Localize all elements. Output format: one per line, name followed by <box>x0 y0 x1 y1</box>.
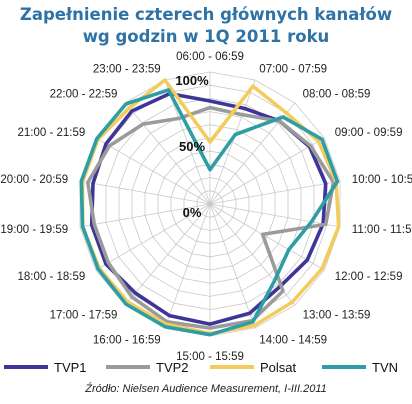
chart-legend: TVP1 TVP2 Polsat TVN <box>0 356 412 378</box>
grid-spoke <box>95 137 211 205</box>
grid-spoke <box>209 137 325 205</box>
category-label: 09:00 - 09:59 <box>335 127 403 139</box>
series-line-tvp2 <box>86 105 336 330</box>
category-label: 20:00 - 20:59 <box>0 174 68 186</box>
grid-spoke <box>209 180 341 205</box>
category-label: 14:00 - 14:59 <box>259 334 327 346</box>
grid-spoke <box>209 79 256 205</box>
radial-tick-label: 0% <box>183 205 202 220</box>
legend-item-tvp1: TVP1 <box>4 356 87 378</box>
grid-spoke <box>79 203 211 228</box>
legend-swatch-tvn <box>322 365 366 369</box>
legend-label-tvp1: TVP1 <box>54 359 87 375</box>
grid-spoke <box>124 203 211 306</box>
category-label: 08:00 - 08:59 <box>303 89 371 101</box>
legend-item-tvn: TVN <box>322 356 398 378</box>
grid-spoke <box>79 180 211 205</box>
category-label: 19:00 - 19:59 <box>0 224 68 236</box>
legend-label-tvn: TVN <box>372 359 398 375</box>
legend-item-tvp2: TVP2 <box>106 356 189 378</box>
grid-spoke <box>124 102 211 205</box>
chart-title-line-1: Zapełnienie czterech głównych kanałów <box>19 5 393 24</box>
category-label: 23:00 - 23:59 <box>93 64 161 76</box>
legend-swatch-polsat <box>210 365 254 369</box>
chart-title-line-2: wg godzin w 1Q 2011 roku <box>82 27 330 46</box>
grid-spoke <box>209 203 341 228</box>
category-label: 22:00 - 22:59 <box>50 89 118 101</box>
category-label: 10:00 - 10:59 <box>352 174 412 186</box>
category-label: 12:00 - 12:59 <box>335 271 403 283</box>
category-label: 07:00 - 07:59 <box>259 64 327 76</box>
category-label: 18:00 - 18:59 <box>18 271 86 283</box>
category-label: 13:00 - 13:59 <box>303 309 371 321</box>
category-label: 16:00 - 16:59 <box>93 334 161 346</box>
grid-spoke <box>209 203 325 271</box>
grid-spoke <box>95 203 211 271</box>
legend-item-polsat: Polsat <box>210 356 296 378</box>
category-label: 17:00 - 17:59 <box>50 309 118 321</box>
grid-spoke <box>209 203 256 329</box>
legend-label-polsat: Polsat <box>260 359 297 375</box>
grid-spoke <box>164 203 211 329</box>
category-label: 15:00 - 15:59 <box>176 351 244 363</box>
chart-title: Zapełnienie czterech głównych kanałów wg… <box>0 4 412 48</box>
source-note: Źródło: Nielsen Audience Measurement, I-… <box>85 383 327 395</box>
radial-tick-label: 100% <box>175 73 209 88</box>
radial-tick-label: 50% <box>179 139 205 154</box>
category-label: 21:00 - 21:59 <box>18 127 86 139</box>
legend-swatch-tvp1 <box>4 365 48 369</box>
series-line-tvn <box>79 88 340 337</box>
category-label: 06:00 - 06:59 <box>176 51 244 63</box>
legend-swatch-tvp2 <box>106 365 150 369</box>
legend-label-tvp2: TVP2 <box>156 359 189 375</box>
category-label: 11:00 - 11:59 <box>352 224 412 236</box>
